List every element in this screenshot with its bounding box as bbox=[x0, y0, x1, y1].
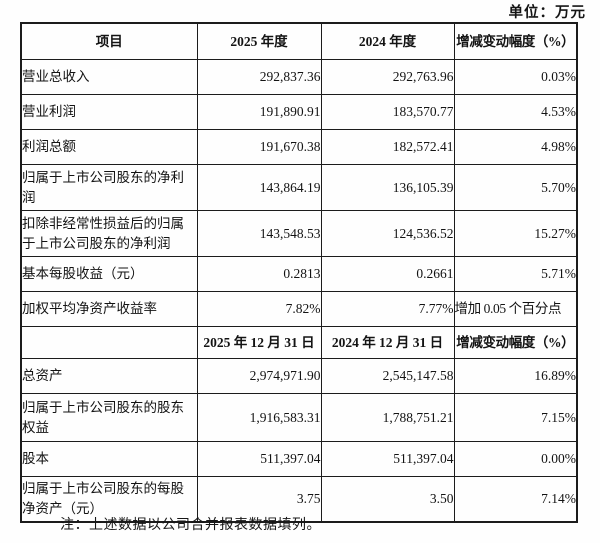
header-change-percent: 增减变动幅度（%） bbox=[453, 326, 578, 359]
value-change: 0.03% bbox=[453, 59, 578, 95]
table-row-total-assets: 总资产 2,974,971.90 2,545,147.58 16.89% bbox=[20, 358, 578, 394]
row-label: 利润总额 bbox=[20, 129, 198, 165]
table-row-total-profit: 利润总额 191,670.38 182,572.41 4.98% bbox=[20, 129, 578, 165]
table-row-net-profit-deducting-nonrecurring: 扣除非经常性损益后的归属于上市公司股东的净利润 143,548.53 124,5… bbox=[20, 210, 578, 257]
table-row-net-profit-attributable: 归属于上市公司股东的净利润 143,864.19 136,105.39 5.70… bbox=[20, 164, 578, 211]
value-2024: 3.50 bbox=[320, 476, 455, 523]
value-2025: 3.75 bbox=[196, 476, 322, 523]
value-2024: 124,536.52 bbox=[320, 210, 455, 257]
row-label: 归属于上市公司股东的每股净资产（元） bbox=[20, 476, 198, 523]
unit-label: 单位：万元 bbox=[508, 5, 586, 21]
row-label: 归属于上市公司股东的净利润 bbox=[20, 164, 198, 211]
header-change-percent: 增减变动幅度（%） bbox=[453, 22, 578, 60]
value-change: 4.98% bbox=[453, 129, 578, 165]
row-label: 加权平均净资产收益率 bbox=[20, 291, 198, 327]
row-label: 营业利润 bbox=[20, 94, 198, 130]
value-change: 增加 0.05 个百分点 bbox=[453, 291, 578, 327]
table-header-row-annual: 项目 2025 年度 2024 年度 增减变动幅度（%） bbox=[20, 22, 578, 60]
header-2024-date: 2024 年 12 月 31 日 bbox=[320, 326, 455, 359]
value-2025: 7.82% bbox=[196, 291, 322, 327]
value-change: 4.53% bbox=[453, 94, 578, 130]
value-2024: 292,763.96 bbox=[320, 59, 455, 95]
value-2024: 511,397.04 bbox=[320, 441, 455, 477]
row-label: 总资产 bbox=[20, 358, 198, 394]
row-label: 营业总收入 bbox=[20, 59, 198, 95]
value-2024: 7.77% bbox=[320, 291, 455, 327]
footnote: 注：上述数据以公司合并报表数据填列。 bbox=[60, 518, 321, 533]
value-2024: 2,545,147.58 bbox=[320, 358, 455, 394]
header-item: 项目 bbox=[20, 22, 198, 60]
value-change: 16.89% bbox=[453, 358, 578, 394]
value-2025: 1,916,583.31 bbox=[196, 393, 322, 442]
value-2025: 143,548.53 bbox=[196, 210, 322, 257]
table-row-share-capital: 股本 511,397.04 511,397.04 0.00% bbox=[20, 441, 578, 477]
row-label: 归属于上市公司股东的股东权益 bbox=[20, 393, 198, 442]
table-row-net-assets-per-share: 归属于上市公司股东的每股净资产（元） 3.75 3.50 7.14% bbox=[20, 476, 578, 523]
table-row-total-revenue: 营业总收入 292,837.36 292,763.96 0.03% bbox=[20, 59, 578, 95]
value-change: 5.70% bbox=[453, 164, 578, 211]
value-change: 5.71% bbox=[453, 256, 578, 292]
value-2024: 136,105.39 bbox=[320, 164, 455, 211]
table-header-row-balance-date: 2025 年 12 月 31 日 2024 年 12 月 31 日 增减变动幅度… bbox=[20, 326, 578, 359]
table-row-weighted-roe: 加权平均净资产收益率 7.82% 7.77% 增加 0.05 个百分点 bbox=[20, 291, 578, 327]
value-2025: 143,864.19 bbox=[196, 164, 322, 211]
value-2025: 292,837.36 bbox=[196, 59, 322, 95]
header-empty-cell bbox=[20, 326, 198, 359]
value-2024: 1,788,751.21 bbox=[320, 393, 455, 442]
value-2025: 0.2813 bbox=[196, 256, 322, 292]
value-change: 7.15% bbox=[453, 393, 578, 442]
value-change: 15.27% bbox=[453, 210, 578, 257]
value-change: 7.14% bbox=[453, 476, 578, 523]
value-2025: 2,974,971.90 bbox=[196, 358, 322, 394]
value-2024: 183,570.77 bbox=[320, 94, 455, 130]
table-row-basic-eps: 基本每股收益（元） 0.2813 0.2661 5.71% bbox=[20, 256, 578, 292]
value-2025: 511,397.04 bbox=[196, 441, 322, 477]
header-2025-date: 2025 年 12 月 31 日 bbox=[196, 326, 322, 359]
value-change: 0.00% bbox=[453, 441, 578, 477]
row-label: 基本每股收益（元） bbox=[20, 256, 198, 292]
row-label: 股本 bbox=[20, 441, 198, 477]
financial-summary-table: 项目 2025 年度 2024 年度 增减变动幅度（%） 营业总收入 292,8… bbox=[20, 22, 578, 523]
value-2024: 0.2661 bbox=[320, 256, 455, 292]
header-2024-annual: 2024 年度 bbox=[320, 22, 455, 60]
value-2025: 191,670.38 bbox=[196, 129, 322, 165]
value-2024: 182,572.41 bbox=[320, 129, 455, 165]
value-2025: 191,890.91 bbox=[196, 94, 322, 130]
header-2025-annual: 2025 年度 bbox=[196, 22, 322, 60]
table-row-shareholders-equity: 归属于上市公司股东的股东权益 1,916,583.31 1,788,751.21… bbox=[20, 393, 578, 442]
row-label: 扣除非经常性损益后的归属于上市公司股东的净利润 bbox=[20, 210, 198, 257]
table-row-operating-profit: 营业利润 191,890.91 183,570.77 4.53% bbox=[20, 94, 578, 130]
